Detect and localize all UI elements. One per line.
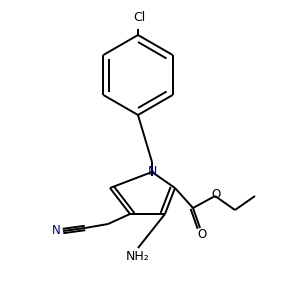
Text: O: O	[211, 188, 221, 201]
Text: N: N	[52, 225, 60, 238]
Text: NH₂: NH₂	[126, 250, 150, 263]
Text: O: O	[197, 228, 207, 241]
Text: Cl: Cl	[133, 11, 145, 24]
Text: N: N	[147, 165, 157, 178]
